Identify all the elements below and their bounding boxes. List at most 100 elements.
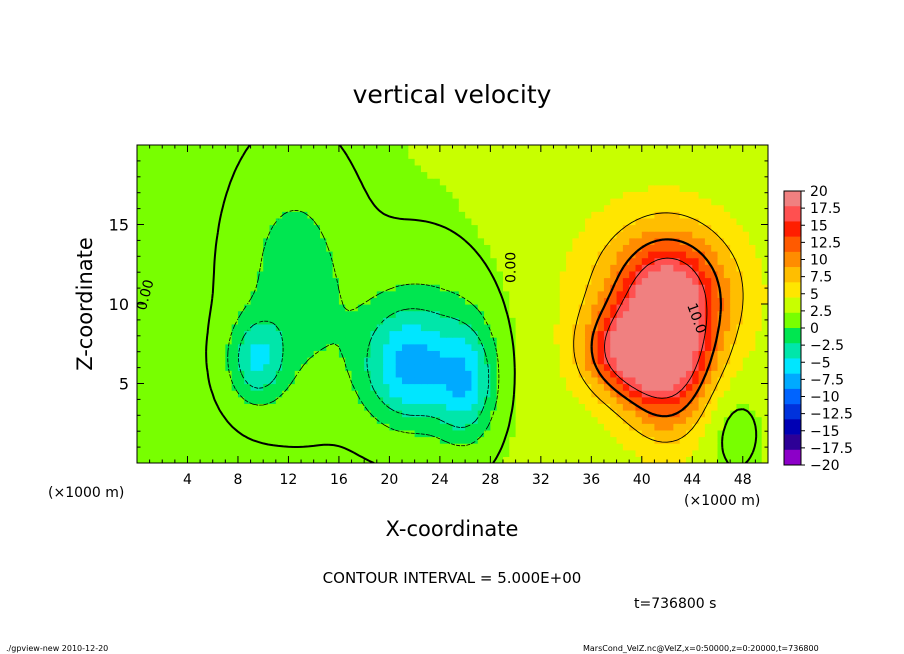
heatmap-cell [521, 244, 529, 252]
heatmap-cell [408, 284, 416, 292]
heatmap-cell [319, 204, 327, 212]
heatmap-cell [376, 390, 384, 398]
heatmap-cell [704, 217, 712, 226]
heatmap-cell [250, 350, 258, 358]
heatmap-cell [711, 191, 719, 199]
heatmap-cell [439, 304, 447, 312]
heatmap-cell [370, 410, 378, 418]
heatmap-cell [439, 211, 447, 219]
heatmap-cell [723, 330, 731, 338]
heatmap-cell [263, 410, 271, 418]
heatmap-cell [269, 231, 277, 239]
heatmap-cell [477, 449, 485, 457]
heatmap-cell [143, 456, 151, 463]
heatmap-cell [275, 178, 283, 186]
heatmap-cell [698, 158, 706, 166]
heatmap-cell [225, 323, 233, 332]
heatmap-cell [496, 284, 504, 292]
heatmap-cell [446, 211, 454, 219]
heatmap-cell [458, 251, 466, 259]
heatmap-cell [591, 251, 599, 259]
heatmap-cell [521, 297, 529, 305]
heatmap-cell [408, 277, 416, 285]
heatmap-cell [376, 191, 384, 199]
heatmap-cell [162, 403, 170, 411]
heatmap-cell [414, 304, 422, 312]
heatmap-cell [616, 396, 624, 404]
heatmap-cell [654, 436, 662, 444]
heatmap-cell [231, 357, 239, 365]
heatmap-cell [528, 270, 536, 279]
heatmap-cell [629, 403, 637, 411]
heatmap-cell [572, 151, 580, 159]
heatmap-cell [427, 323, 435, 332]
heatmap-cell [433, 396, 441, 404]
heatmap-cell [622, 164, 630, 173]
heatmap-cell [395, 396, 403, 404]
heatmap-cell [534, 158, 542, 166]
heatmap-cell [231, 304, 239, 312]
heatmap-cell [345, 184, 353, 192]
heatmap-cell [301, 304, 308, 312]
heatmap-cell [402, 304, 409, 312]
heatmap-cell [610, 231, 618, 239]
heatmap-cell [162, 304, 170, 312]
heatmap-cell [414, 277, 422, 285]
heatmap-cell [730, 297, 738, 305]
heatmap-cell [616, 323, 624, 332]
heatmap-cell [237, 204, 245, 212]
heatmap-cell [376, 277, 384, 285]
heatmap-cell [749, 191, 756, 199]
heatmap-cell [446, 198, 454, 206]
heatmap-cell [749, 410, 756, 418]
heatmap-cell [187, 251, 195, 259]
heatmap-cell [761, 178, 768, 186]
heatmap-cell [692, 290, 700, 298]
heatmap-cell [502, 178, 510, 186]
heatmap-cell [206, 198, 214, 206]
heatmap-cell [477, 164, 485, 173]
heatmap-cell [723, 436, 731, 444]
heatmap-cell [162, 357, 170, 365]
heatmap-cell [749, 290, 756, 298]
heatmap-cell [723, 277, 731, 285]
heatmap-cell [742, 184, 750, 192]
heatmap-cell [528, 257, 536, 265]
heatmap-cell [717, 217, 725, 226]
heatmap-cell [395, 151, 403, 159]
heatmap-cell [578, 277, 586, 285]
heatmap-cell [439, 449, 447, 457]
heatmap-cell [692, 410, 700, 418]
heatmap-cell [225, 337, 233, 345]
heatmap-cell [704, 211, 712, 219]
heatmap-cell [484, 211, 491, 219]
heatmap-cell [471, 416, 479, 424]
heatmap-cell [351, 383, 359, 391]
heatmap-cell [673, 456, 681, 463]
heatmap-cell [502, 443, 510, 451]
heatmap-cell [219, 323, 226, 332]
heatmap-cell [761, 436, 768, 444]
heatmap-cell [660, 317, 668, 325]
heatmap-cell [761, 357, 768, 365]
heatmap-cell [294, 396, 302, 404]
heatmap-cell [528, 383, 536, 391]
heatmap-cell [288, 317, 296, 325]
heatmap-cell [345, 429, 353, 438]
heatmap-cell [471, 330, 479, 338]
heatmap-cell [275, 429, 283, 438]
heatmap-cell [761, 310, 768, 318]
heatmap-cell [465, 383, 473, 391]
heatmap-cell [237, 178, 245, 186]
heatmap-cell [269, 257, 277, 265]
heatmap-cell [585, 297, 592, 305]
heatmap-cell [654, 357, 662, 365]
heatmap-cell [717, 330, 725, 338]
heatmap-cell [326, 423, 334, 431]
heatmap-cell [603, 310, 611, 318]
heatmap-cell [351, 429, 359, 438]
heatmap-cell [566, 184, 573, 192]
heatmap-cell [275, 396, 283, 404]
heatmap-cell [496, 257, 504, 265]
heatmap-cell [736, 443, 744, 451]
